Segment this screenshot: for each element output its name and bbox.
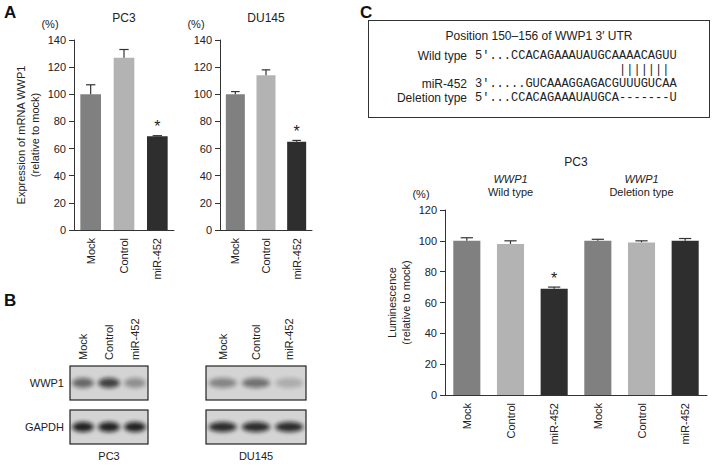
svg-text:20: 20 xyxy=(425,358,437,370)
svg-text:DU145: DU145 xyxy=(247,11,285,25)
svg-text:80: 80 xyxy=(425,266,437,278)
svg-text:C: C xyxy=(360,3,373,22)
svg-text:20: 20 xyxy=(54,197,66,209)
svg-text:A: A xyxy=(4,3,16,22)
svg-text:PC3: PC3 xyxy=(564,155,588,169)
svg-text:(%): (%) xyxy=(41,18,58,30)
svg-text:Mock: Mock xyxy=(217,333,229,360)
svg-text:DU145: DU145 xyxy=(239,450,273,462)
svg-text:Luminescence: Luminescence xyxy=(386,267,398,338)
svg-text:Mock: Mock xyxy=(85,238,97,265)
svg-text:Wild type: Wild type xyxy=(488,186,533,198)
svg-text:120: 120 xyxy=(48,61,66,73)
svg-text:140: 140 xyxy=(48,34,66,46)
svg-text:80: 80 xyxy=(200,115,212,127)
svg-text:Expression of mRNA WWP1: Expression of mRNA WWP1 xyxy=(15,66,27,205)
svg-text:Control: Control xyxy=(505,403,517,438)
svg-text:Mock: Mock xyxy=(77,333,89,360)
svg-text:100: 100 xyxy=(194,88,212,100)
svg-text:Control: Control xyxy=(118,238,130,273)
svg-text:40: 40 xyxy=(425,327,437,339)
svg-text:PC3: PC3 xyxy=(112,11,136,25)
svg-text:miR-452: miR-452 xyxy=(291,238,303,280)
svg-text:miR-452: miR-452 xyxy=(129,318,141,360)
svg-text:0: 0 xyxy=(431,389,437,401)
svg-text:60: 60 xyxy=(200,143,212,155)
svg-text:120: 120 xyxy=(419,204,437,216)
svg-text:60: 60 xyxy=(54,143,66,155)
svg-text:60: 60 xyxy=(425,297,437,309)
html-text:Deletion type: Deletion type xyxy=(397,91,467,105)
svg-text:Mock: Mock xyxy=(229,238,241,265)
html-text:miR-452: miR-452 xyxy=(421,77,467,91)
svg-text:GAPDH: GAPDH xyxy=(25,421,64,433)
svg-text:0: 0 xyxy=(206,224,212,236)
html-text:Wild type: Wild type xyxy=(417,49,467,63)
svg-text:140: 140 xyxy=(194,34,212,46)
svg-text:100: 100 xyxy=(48,88,66,100)
svg-text:(%): (%) xyxy=(412,188,429,200)
svg-text:Deletion type: Deletion type xyxy=(609,186,673,198)
svg-text:*: * xyxy=(294,123,300,140)
svg-text:WWP1: WWP1 xyxy=(493,173,527,185)
html-text:5′...CCACAGAAAUAUGCA-------U: 5′...CCACAGAAAUAUGCA-------U xyxy=(475,91,677,105)
svg-text:120: 120 xyxy=(194,61,212,73)
svg-text:(%): (%) xyxy=(187,18,204,30)
svg-text:0: 0 xyxy=(60,224,66,236)
svg-text:40: 40 xyxy=(200,170,212,182)
html-text:3′.....GUCAAAGGAGACGUUUGUCAA: 3′.....GUCAAAGGAGACGUUUGUCAA xyxy=(475,77,677,91)
svg-text:Control: Control xyxy=(636,403,648,438)
svg-text:80: 80 xyxy=(54,115,66,127)
svg-text:B: B xyxy=(4,291,16,310)
svg-text:miR-452: miR-452 xyxy=(548,403,560,445)
html-text:5′...CCACAGAAAUAUGCAAAACAGUU: 5′...CCACAGAAAUAUGCAAAACAGUU xyxy=(475,49,677,63)
svg-text:100: 100 xyxy=(419,235,437,247)
svg-text:Mock: Mock xyxy=(461,403,473,430)
svg-text:*: * xyxy=(154,118,160,135)
svg-text:40: 40 xyxy=(54,170,66,182)
svg-text:miR-452: miR-452 xyxy=(283,318,295,360)
svg-text:miR-452: miR-452 xyxy=(679,403,691,445)
svg-text:Mock: Mock xyxy=(592,403,604,430)
svg-text:miR-452: miR-452 xyxy=(151,238,163,280)
svg-text:(relative to mock): (relative to mock) xyxy=(400,260,412,344)
html-text:Position 150–156 of WWP1 3′ UT: Position 150–156 of WWP1 3′ UTR xyxy=(445,29,633,43)
svg-text:*: * xyxy=(551,270,557,287)
svg-text:WWP1: WWP1 xyxy=(624,173,658,185)
svg-text:(relative to mock): (relative to mock) xyxy=(29,93,41,177)
svg-text:Control: Control xyxy=(260,238,272,273)
svg-text:WWP1: WWP1 xyxy=(30,377,64,389)
svg-text:Control: Control xyxy=(250,325,262,360)
svg-text:PC3: PC3 xyxy=(98,450,119,462)
svg-text:20: 20 xyxy=(200,197,212,209)
svg-text:Control: Control xyxy=(103,325,115,360)
